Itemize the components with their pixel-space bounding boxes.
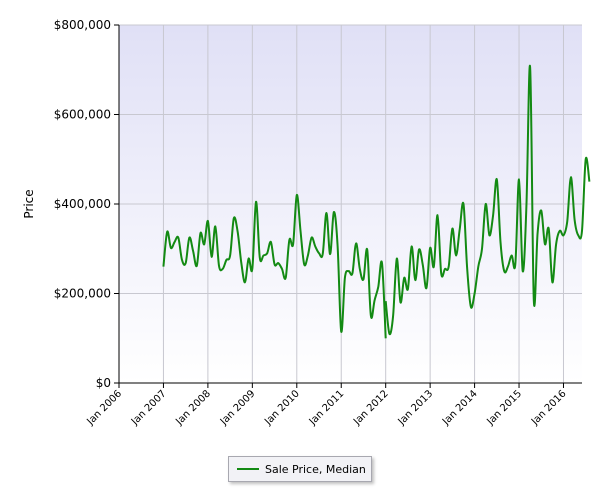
y-tick-label-1: $200,000 <box>54 287 111 301</box>
y-axis-title: Price <box>22 189 36 218</box>
y-tick-label-2: $400,000 <box>54 197 111 211</box>
x-tick-label-9: Jan 2015 <box>485 388 525 428</box>
x-tick-label-0: Jan 2006 <box>84 388 124 428</box>
x-tick-label-1: Jan 2007 <box>129 388 169 428</box>
x-tick-label-7: Jan 2013 <box>396 388 436 428</box>
legend-entry-sale-price-median: Sale Price, Median <box>265 462 366 476</box>
legend: Sale Price, Median <box>228 456 372 482</box>
y-tick-label-4: $800,000 <box>54 18 111 32</box>
x-tick-label-2: Jan 2008 <box>173 388 213 428</box>
y-tick-label-3: $600,000 <box>54 108 111 122</box>
x-tick-label-4: Jan 2010 <box>262 388 302 428</box>
legend-swatch <box>237 468 259 470</box>
x-tick-label-5: Jan 2011 <box>307 388 347 428</box>
x-tick-label-10: Jan 2016 <box>529 388 569 428</box>
series-line-segment-0 <box>162 193 387 339</box>
x-axis: Jan 2006 Jan 2007 Jan 2008 Jan 2009 Jan 2010… <box>84 383 569 428</box>
series-line-segment-1 <box>384 64 591 336</box>
x-tick-label-3: Jan 2009 <box>218 388 258 428</box>
x-tick-label-6: Jan 2012 <box>351 388 391 428</box>
y-tick-label-0: $0 <box>96 376 111 390</box>
y-axis: $0 $200,000 $400,000 $600,000 $800,000 <box>54 18 119 390</box>
series-sale-price-median <box>162 64 591 339</box>
x-tick-label-8: Jan 2014 <box>440 388 480 428</box>
